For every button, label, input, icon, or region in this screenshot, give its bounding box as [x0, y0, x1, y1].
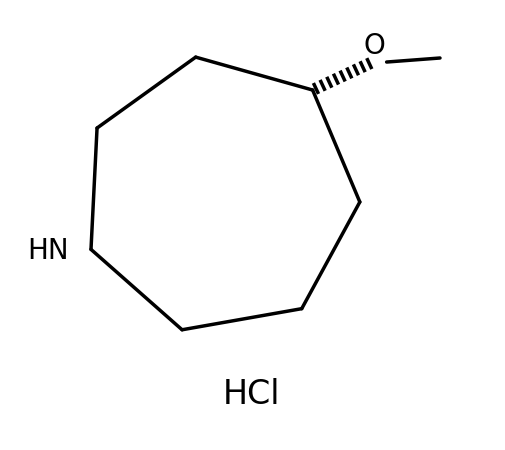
Text: O: O	[364, 32, 385, 60]
Text: HN: HN	[27, 238, 69, 266]
Text: HCl: HCl	[223, 378, 281, 411]
